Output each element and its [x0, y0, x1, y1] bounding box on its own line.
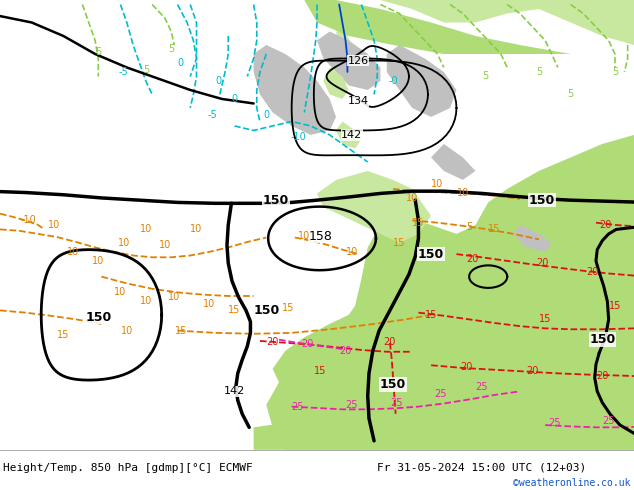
- Text: 5: 5: [482, 72, 488, 81]
- Text: 20: 20: [301, 339, 314, 349]
- Polygon shape: [254, 45, 336, 135]
- Text: 5: 5: [466, 222, 472, 232]
- Text: 10: 10: [431, 179, 444, 190]
- Text: 15: 15: [488, 224, 501, 234]
- Text: 20: 20: [384, 337, 396, 347]
- Text: 150: 150: [253, 304, 280, 317]
- Text: 10: 10: [203, 298, 216, 309]
- Text: 10: 10: [48, 220, 60, 230]
- Text: -5: -5: [119, 67, 129, 77]
- Text: 20: 20: [460, 362, 472, 371]
- Text: 10: 10: [114, 287, 127, 297]
- Text: 15: 15: [57, 330, 70, 340]
- Text: 10: 10: [117, 238, 130, 248]
- Text: 126: 126: [347, 56, 369, 66]
- Text: 20: 20: [266, 337, 279, 347]
- Text: 25: 25: [548, 418, 561, 428]
- Text: 150: 150: [380, 378, 406, 391]
- Polygon shape: [323, 68, 349, 99]
- Polygon shape: [273, 306, 393, 382]
- Polygon shape: [336, 122, 361, 148]
- Text: 10: 10: [158, 240, 171, 250]
- Text: 150: 150: [529, 194, 555, 207]
- Text: -10: -10: [290, 132, 306, 142]
- Text: 15: 15: [609, 301, 621, 311]
- Polygon shape: [514, 225, 552, 252]
- Text: 5: 5: [612, 67, 618, 77]
- Text: 10: 10: [67, 247, 79, 257]
- Text: 20: 20: [339, 346, 352, 356]
- Text: 10: 10: [139, 296, 152, 306]
- Text: Height/Temp. 850 hPa [gdmp][°C] ECMWF: Height/Temp. 850 hPa [gdmp][°C] ECMWF: [3, 463, 253, 473]
- Text: 142: 142: [341, 130, 363, 140]
- Text: 20: 20: [466, 254, 479, 264]
- Text: 20: 20: [599, 220, 612, 230]
- Text: 15: 15: [228, 305, 241, 316]
- Text: 15: 15: [539, 315, 552, 324]
- Text: 10: 10: [92, 256, 105, 266]
- Text: 10: 10: [139, 224, 152, 234]
- Text: 158: 158: [308, 230, 332, 243]
- Text: 15: 15: [282, 303, 295, 313]
- Polygon shape: [254, 414, 634, 450]
- Text: 10: 10: [168, 292, 181, 302]
- Polygon shape: [336, 31, 358, 63]
- Text: 25: 25: [346, 400, 358, 410]
- Text: 25: 25: [476, 382, 488, 392]
- Text: 20: 20: [596, 370, 609, 381]
- Text: 15: 15: [412, 218, 425, 228]
- Text: 150: 150: [85, 311, 112, 323]
- Polygon shape: [387, 45, 456, 117]
- Polygon shape: [317, 171, 431, 243]
- Text: 10: 10: [406, 193, 418, 203]
- Text: -10: -10: [21, 216, 36, 225]
- Text: 150: 150: [418, 247, 444, 261]
- Text: 134: 134: [347, 96, 369, 106]
- Polygon shape: [317, 31, 380, 90]
- Text: 0: 0: [263, 110, 269, 120]
- Polygon shape: [266, 0, 634, 450]
- Text: 15: 15: [425, 310, 437, 320]
- Text: 25: 25: [434, 389, 447, 398]
- Text: 20: 20: [536, 258, 548, 268]
- Text: -0: -0: [388, 76, 398, 86]
- Text: 0: 0: [178, 58, 184, 68]
- Text: 5: 5: [536, 67, 542, 77]
- Text: -5: -5: [207, 110, 217, 120]
- Text: 142: 142: [224, 386, 245, 396]
- Polygon shape: [431, 144, 476, 180]
- Text: 150: 150: [262, 194, 289, 207]
- Text: 5: 5: [567, 90, 574, 99]
- Text: 0: 0: [231, 94, 238, 104]
- Text: 5: 5: [95, 47, 101, 57]
- Text: 15: 15: [174, 326, 187, 336]
- Text: 15: 15: [314, 366, 327, 376]
- Text: 10: 10: [120, 326, 133, 336]
- Text: 25: 25: [602, 416, 615, 426]
- Text: 15: 15: [393, 238, 406, 248]
- Text: 0: 0: [216, 76, 222, 86]
- Text: ©weatheronline.co.uk: ©weatheronline.co.uk: [514, 478, 631, 488]
- Text: 10: 10: [298, 231, 311, 241]
- Text: Fr 31-05-2024 15:00 UTC (12+03): Fr 31-05-2024 15:00 UTC (12+03): [377, 463, 586, 473]
- Text: 5: 5: [168, 45, 174, 54]
- Text: 25: 25: [390, 397, 403, 408]
- Text: 10: 10: [190, 224, 203, 234]
- Text: 20: 20: [526, 366, 539, 376]
- Text: 5: 5: [143, 65, 149, 74]
- Text: 20: 20: [586, 267, 599, 277]
- Text: 10: 10: [346, 247, 358, 257]
- Text: 150: 150: [589, 333, 616, 346]
- Text: 10: 10: [456, 189, 469, 198]
- Text: 25: 25: [292, 402, 304, 412]
- Polygon shape: [380, 0, 634, 45]
